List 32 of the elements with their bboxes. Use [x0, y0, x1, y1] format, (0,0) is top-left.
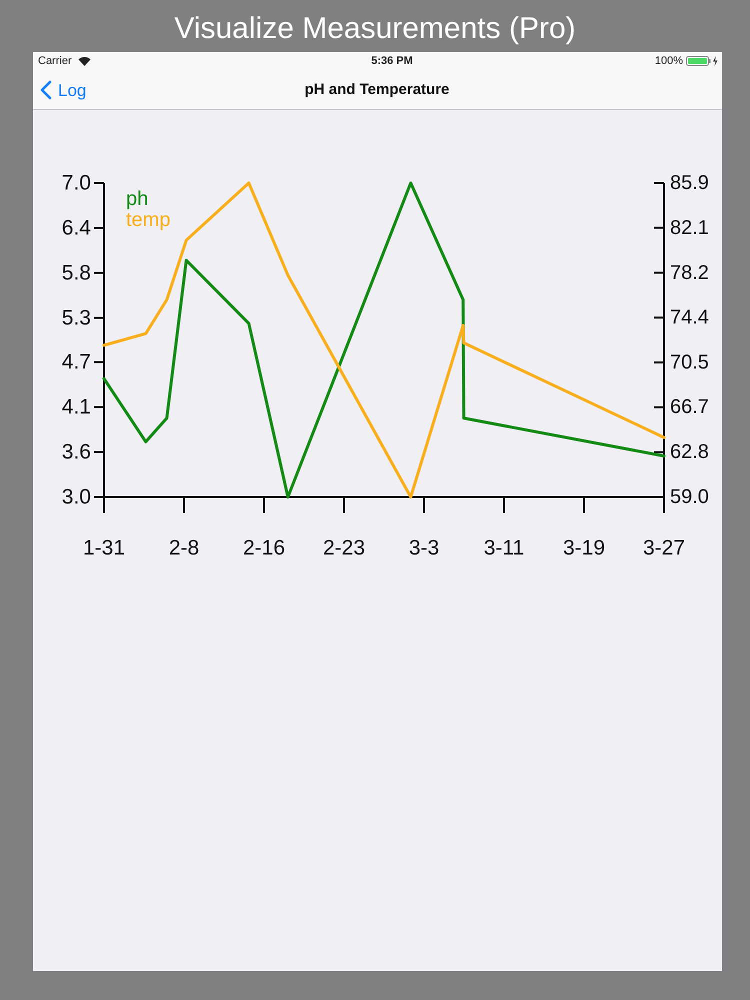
x-tick-label: 1-31 [82, 536, 126, 560]
text: ph [126, 188, 148, 210]
y2-tick-label: 66.7 [670, 396, 709, 418]
y2-tick-label: 59.0 [670, 486, 709, 508]
x-tick-label: 2-23 [322, 536, 366, 560]
y-tick-label: 4.1 [62, 396, 91, 419]
x-tick-label: 2-8 [168, 536, 200, 560]
y2-tick-label: 78.2 [670, 262, 709, 284]
chart-subtitle: pH and Temperature [304, 80, 450, 98]
x-tick-label: 3-19 [562, 536, 606, 560]
x-tick-label: 3-27 [642, 536, 686, 560]
text: Log [58, 80, 86, 100]
y-tick-label: 5.3 [62, 306, 91, 330]
y2-tick-label: 85.9 [670, 172, 709, 194]
y-tick-label: 3.6 [62, 440, 91, 464]
text: Carrier [38, 55, 72, 67]
y-tick-label: 5.8 [62, 261, 91, 284]
y2-tick-label: 82.1 [670, 216, 709, 239]
series-label: temp [126, 209, 170, 231]
y-tick-label: 3.0 [62, 486, 91, 508]
text: 5:36 PM [371, 55, 413, 67]
x-tick-label: 3-11 [484, 536, 524, 560]
y-tick-label: 4.7 [62, 350, 91, 374]
x-tick-label: 2-16 [242, 536, 286, 560]
y-tick-label: 7.0 [62, 172, 91, 194]
text: 100% [654, 55, 684, 67]
y2-tick-label: 70.5 [670, 351, 709, 374]
x-tick-label: 3-3 [408, 536, 440, 560]
y2-tick-label: 74.4 [670, 306, 709, 329]
chart-title: Visualize Measurements (Pro) [174, 12, 576, 44]
y2-tick-label: 62.8 [670, 441, 709, 464]
y-tick-label: 6.4 [62, 216, 92, 240]
